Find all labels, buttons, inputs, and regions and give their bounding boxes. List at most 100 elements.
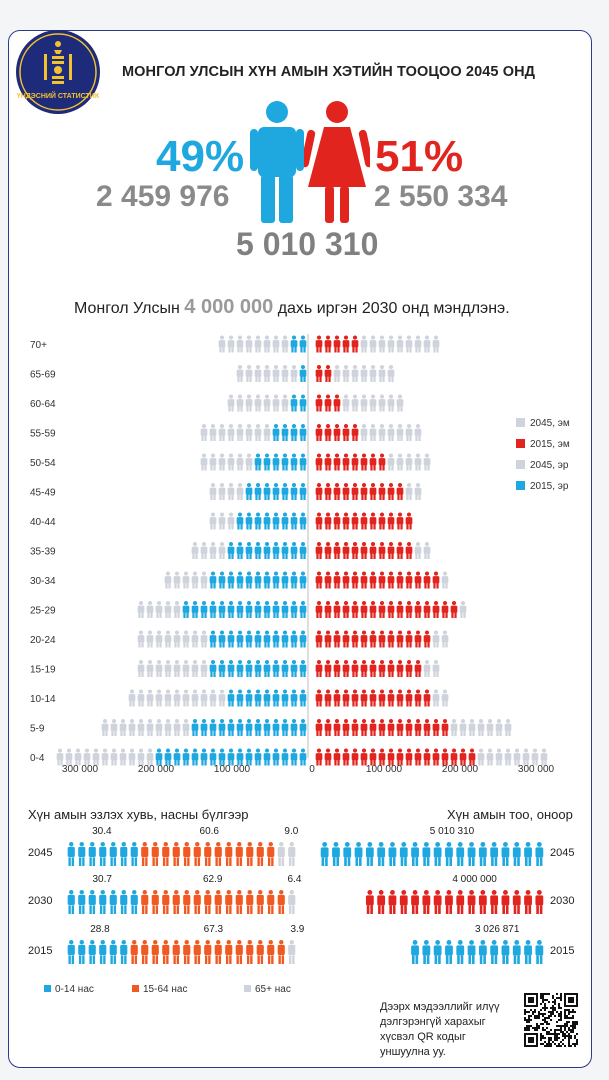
female-person-mark [387,630,395,648]
x-tick-label: 300 000 [62,764,99,775]
female-person-mark [477,719,485,736]
female-person-mark [315,542,323,559]
female-person-mark [315,660,323,677]
female-person-mark [396,719,404,736]
share-person-mark [120,940,128,964]
male-person-mark [281,512,289,530]
female-person-mark [405,719,413,736]
female-person-mark [324,394,332,412]
share-value-label: 30.7 [92,874,112,885]
male-person-mark [128,748,136,766]
male-person-mark [254,483,262,500]
share-person-mark [277,890,285,914]
male-person-mark [200,630,208,648]
male-person-mark [182,748,190,766]
female-person-mark [342,601,350,618]
male-person-mark [218,424,226,441]
age-group-label: 60-64 [30,399,56,410]
male-person-mark [290,748,298,766]
female-person-mark [351,630,359,648]
female-person-mark [360,424,368,441]
male-person-mark [218,335,226,353]
female-person-mark [333,335,341,353]
share-person-mark [214,940,222,964]
qr-code-icon[interactable] [524,993,578,1047]
share-value-label: 9.0 [284,826,298,837]
male-person-mark [245,394,253,412]
share-person-mark [267,890,275,914]
qr-note: Дээрх мэдээллийг илүү дэлгэрэнгүй харахы… [380,1001,500,1058]
male-person-mark [299,719,307,736]
legend-label: 2045, эр [530,460,569,471]
male-person-mark [236,601,244,618]
male-person-mark [200,748,208,766]
female-person-mark [342,365,350,382]
headline-before: Монгол Улсын [74,300,185,317]
female-person-mark [324,335,332,353]
female-person-mark [432,335,440,353]
male-person-mark [290,542,298,559]
male-person-mark [299,660,307,677]
male-person-mark [236,335,244,353]
female-person-mark [495,748,503,766]
population-person-mark [456,842,465,866]
female-person-mark [396,394,404,412]
male-person-mark [281,748,289,766]
population-value-label: 4 000 000 [452,874,497,885]
population-person-mark [478,842,487,866]
male-person-mark [173,660,181,677]
male-person-mark [146,719,154,736]
female-person-mark [441,630,449,648]
female-person-mark [378,601,386,618]
male-person-mark [218,719,226,736]
male-person-mark [263,689,271,707]
population-person-mark [422,842,431,866]
age-share-title: Хүн амын эзлэх хувь, насны бүлгээр [28,807,249,822]
female-person-mark [369,719,377,736]
population-person-mark [535,842,544,866]
male-person-mark [83,748,91,766]
female-person-mark [360,719,368,736]
legend-swatch [44,985,51,992]
female-person-mark [360,453,368,471]
female-person-mark [468,748,476,766]
share-person-mark [99,890,107,914]
female-person-mark [405,660,413,677]
male-person-mark [209,571,217,589]
male-person-mark [254,660,262,677]
population-person-mark [365,890,374,914]
female-person-mark [351,365,359,382]
female-person-mark [423,660,431,677]
share-person-mark [235,890,243,914]
female-person-mark [324,365,332,382]
female-person-mark [315,335,323,353]
male-person-mark [299,365,307,382]
population-person-mark [478,890,487,914]
male-person-mark [281,630,289,648]
headline-highlight: 4 000 000 [184,296,274,318]
female-person-mark [378,542,386,559]
male-person-mark [299,335,307,353]
male-person-mark [218,542,226,559]
female-person-mark [369,512,377,530]
population-person-mark [512,890,521,914]
legend-label: 0-14 нас [55,984,94,995]
male-person-mark [272,335,280,353]
male-person-mark [209,424,217,441]
female-person-mark [504,719,512,736]
female-person-mark [450,601,458,618]
legend-label: 2015, эм [530,439,570,450]
female-person-mark [351,335,359,353]
female-person-mark [432,719,440,736]
male-person-mark [263,630,271,648]
age-group-label: 20-24 [30,635,56,646]
female-person-mark [405,748,413,766]
male-count: 2 459 976 [96,180,230,213]
female-person-mark [450,748,458,766]
male-person-mark [218,601,226,618]
share-person-mark [130,890,138,914]
female-person-mark [396,512,404,530]
male-person-mark [263,660,271,677]
female-person-mark [423,689,431,707]
male-person-mark [227,719,235,736]
